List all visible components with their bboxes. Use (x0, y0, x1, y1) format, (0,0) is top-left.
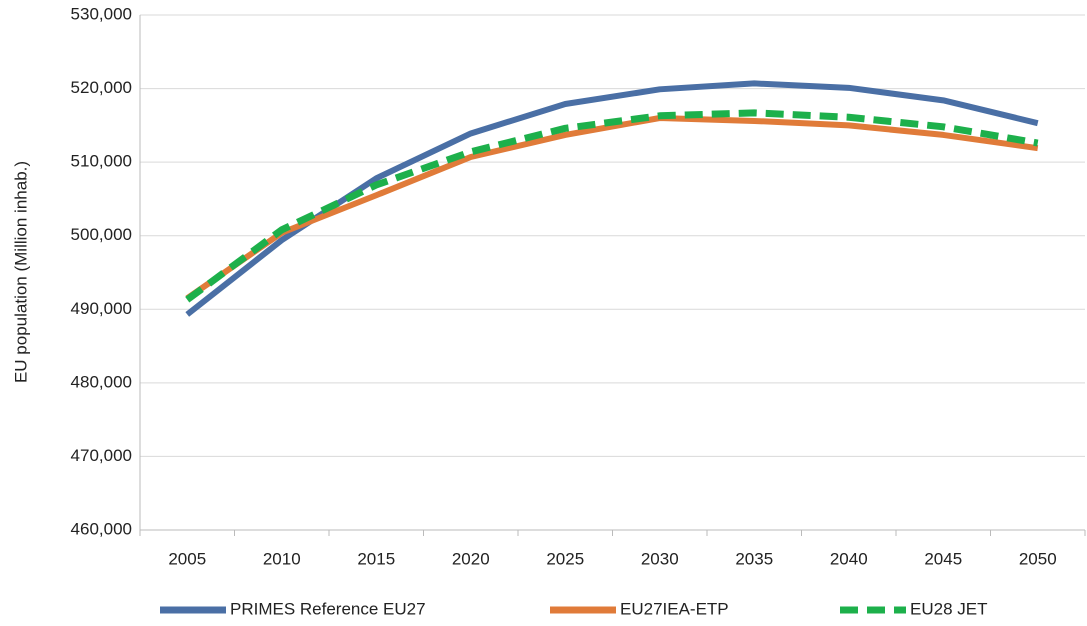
series-line (185, 109, 1039, 303)
x-tick-label: 2020 (452, 549, 490, 568)
x-tick-label: 2010 (263, 549, 301, 568)
y-tick-label: 500,000 (71, 225, 132, 244)
legend-label: EU27IEA-ETP (620, 599, 729, 618)
legend-label: EU28 JET (910, 599, 987, 618)
x-tick-label: 2045 (924, 549, 962, 568)
series-line (185, 80, 1039, 317)
x-tick-label: 2030 (641, 549, 679, 568)
x-tick-label: 2035 (735, 549, 773, 568)
y-tick-label: 460,000 (71, 519, 132, 538)
y-axis-label: EU population (Million inhab.) (11, 161, 30, 383)
x-tick-label: 2005 (168, 549, 206, 568)
x-tick-label: 2040 (830, 549, 868, 568)
y-tick-label: 490,000 (71, 299, 132, 318)
x-tick-label: 2015 (357, 549, 395, 568)
y-tick-label: 530,000 (71, 4, 132, 23)
series-line (185, 115, 1039, 301)
x-tick-label: 2050 (1019, 549, 1057, 568)
y-tick-label: 480,000 (71, 372, 132, 391)
y-tick-label: 470,000 (71, 446, 132, 465)
x-tick-label: 2025 (546, 549, 584, 568)
y-tick-label: 520,000 (71, 78, 132, 97)
legend-label: PRIMES Reference EU27 (230, 599, 426, 618)
y-tick-label: 510,000 (71, 152, 132, 171)
